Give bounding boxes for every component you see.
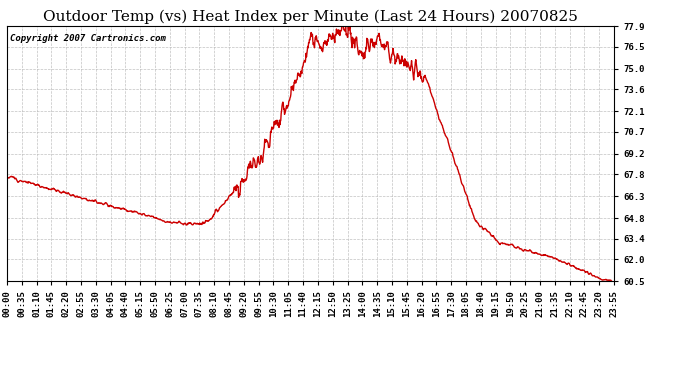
Title: Outdoor Temp (vs) Heat Index per Minute (Last 24 Hours) 20070825: Outdoor Temp (vs) Heat Index per Minute … bbox=[43, 9, 578, 24]
Text: Copyright 2007 Cartronics.com: Copyright 2007 Cartronics.com bbox=[10, 34, 166, 43]
